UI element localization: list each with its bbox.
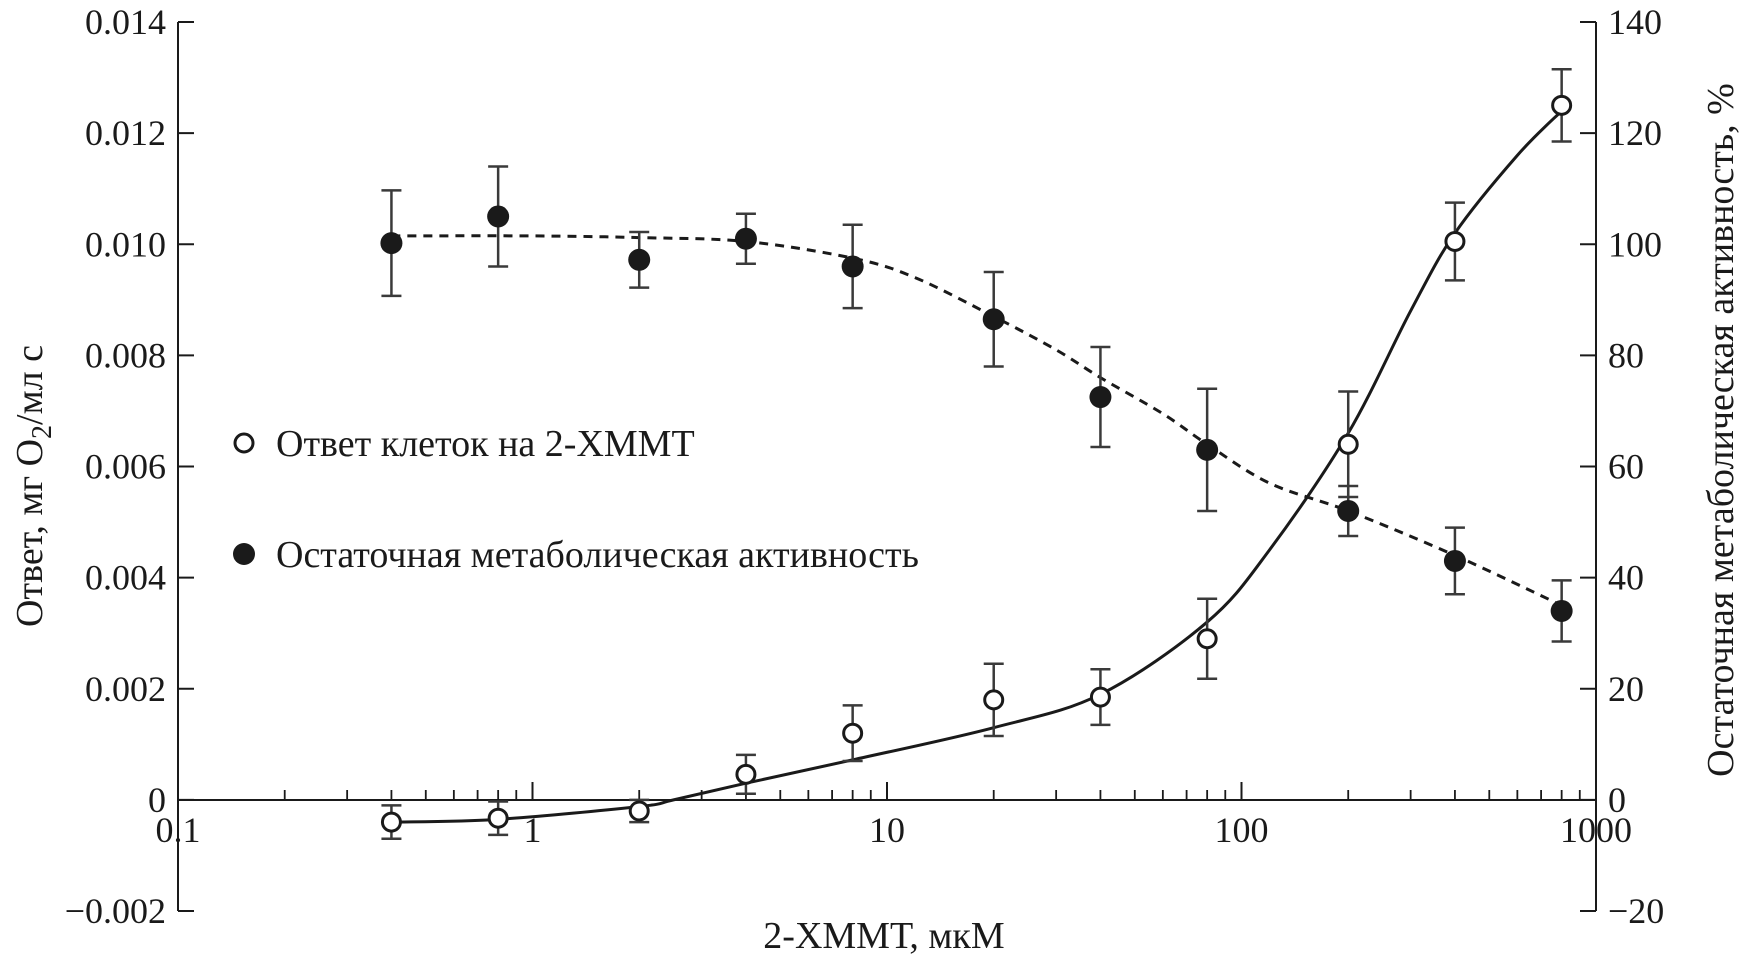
y-right-axis-title: Остаточная метаболическая активность, % <box>1700 83 1742 777</box>
response-point <box>842 722 864 744</box>
activity-point <box>628 248 651 271</box>
activity-point <box>1196 438 1219 461</box>
activity-point <box>982 308 1005 331</box>
y-right-tick-label: 20 <box>1608 669 1644 709</box>
y-left-axis-title: Ответ, мг O2/мл с <box>9 345 58 627</box>
y-left-tick-label: −0.002 <box>65 891 166 931</box>
x-tick-label: 100 <box>1215 810 1269 850</box>
activity-point <box>1337 499 1360 522</box>
y-right-tick-label: 100 <box>1608 224 1662 264</box>
y-right-tick-label: −20 <box>1608 891 1664 931</box>
ticks: −0.002 0 0.002 0.004 0.006 0.008 0.010 0.012 0.0… <box>65 2 1665 931</box>
y-right-tick-label: 0 <box>1608 780 1626 820</box>
fit-curve-response <box>391 109 1563 824</box>
activity-point <box>1550 599 1573 622</box>
activity-point <box>734 227 757 250</box>
y-left-title-suffix: /мл с <box>9 345 51 425</box>
y-left-tick-label: 0.006 <box>85 447 166 487</box>
activity-point <box>487 205 510 228</box>
activity-point <box>380 232 403 255</box>
legend-open-circle-marker <box>233 432 255 454</box>
response-point <box>983 689 1005 711</box>
data-points <box>380 94 1573 833</box>
x-tick-label: 10 <box>869 810 905 850</box>
response-point <box>1444 230 1466 252</box>
y-right-tick-label: 60 <box>1608 447 1644 487</box>
y-left-tick-label: 0.008 <box>85 335 166 375</box>
y-left-title-subscript: 2 <box>27 425 58 439</box>
x-axis-title: 2-ХММТ, мкМ <box>763 915 1004 957</box>
response-point <box>1089 686 1111 708</box>
legend-filled-circle-marker <box>233 543 255 565</box>
activity-point <box>1443 549 1466 572</box>
y-left-tick-label: 0.002 <box>85 669 166 709</box>
legend-label-activity: Остаточная метаболическая активность <box>276 534 919 576</box>
y-right-tick-label: 140 <box>1608 2 1662 42</box>
y-left-title-main: Ответ, мг O <box>9 439 51 627</box>
y-left-tick-label: 0.012 <box>85 113 166 153</box>
response-point <box>1196 628 1218 650</box>
response-point <box>487 807 509 829</box>
axes <box>177 22 1597 911</box>
x-tick-label: 1000 <box>1560 810 1632 850</box>
y-left-tick-label: 0.010 <box>85 224 166 264</box>
x-tick-label: 0.1 <box>156 810 201 850</box>
response-point <box>1551 94 1573 116</box>
legend-label-response: Ответ клеток на 2-ХММТ <box>276 423 695 465</box>
y-right-tick-label: 120 <box>1608 113 1662 153</box>
response-point <box>1337 433 1359 455</box>
y-left-tick-label: 0 <box>148 780 166 820</box>
response-point <box>735 763 757 785</box>
response-point <box>628 800 650 822</box>
y-left-tick-label: 0.004 <box>85 558 166 598</box>
fit-curves <box>391 109 1563 824</box>
legend: Ответ клеток на 2-ХММТ Остаточная метабо… <box>233 423 919 576</box>
y-right-tick-label: 40 <box>1608 558 1644 598</box>
response-point <box>380 811 402 833</box>
y-right-tick-label: 80 <box>1608 335 1644 375</box>
y-left-tick-label: 0.014 <box>85 2 166 42</box>
x-tick-label: 1 <box>524 810 542 850</box>
activity-point <box>841 255 864 278</box>
activity-point <box>1089 386 1112 409</box>
